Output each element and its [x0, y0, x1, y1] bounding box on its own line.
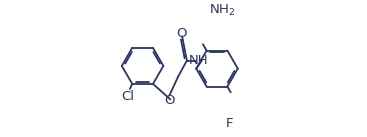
Text: O: O: [164, 94, 175, 107]
Text: NH: NH: [189, 54, 209, 67]
Text: F: F: [225, 117, 233, 130]
Text: O: O: [176, 27, 187, 40]
Text: NH$_2$: NH$_2$: [208, 3, 235, 18]
Text: Cl: Cl: [121, 90, 134, 103]
